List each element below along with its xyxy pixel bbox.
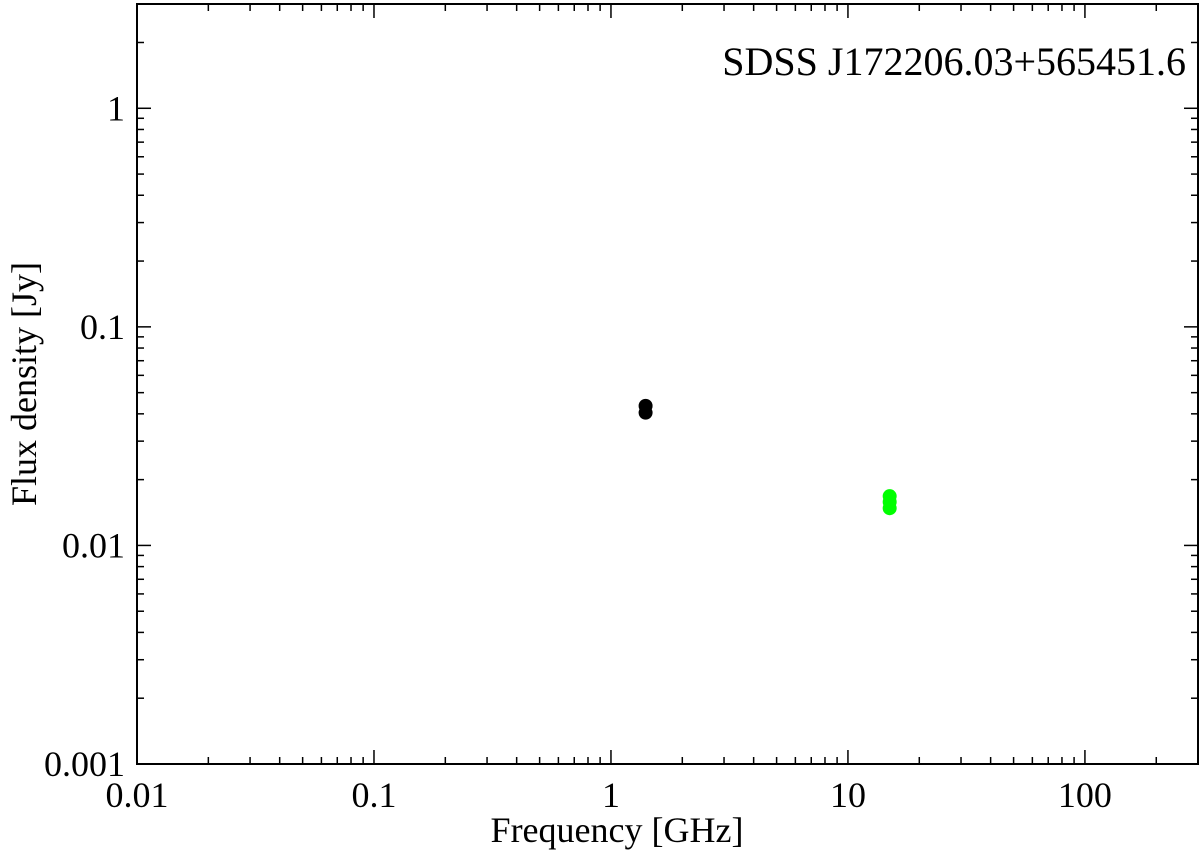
- x-tick-label: 0.01: [106, 775, 169, 815]
- y-tick-label: 0.01: [62, 525, 125, 565]
- x-tick-label: 10: [830, 775, 866, 815]
- data-points: [638, 398, 897, 516]
- x-tick-label: 100: [1058, 775, 1112, 815]
- y-tick-label: 0.001: [44, 744, 125, 784]
- data-point: [882, 501, 897, 516]
- data-point: [638, 405, 653, 420]
- y-tick-label: 1: [107, 88, 125, 128]
- x-tick-label: 0.1: [351, 775, 396, 815]
- axis-ticks: [136, 3, 1199, 765]
- chart-title: SDSS J172206.03+565451.6: [722, 39, 1186, 84]
- x-axis-label: Frequency [GHz]: [491, 810, 744, 850]
- y-axis-label: Flux density [Jy]: [4, 262, 44, 506]
- plot-frame: [136, 3, 1199, 765]
- y-tick-label: 0.1: [80, 307, 125, 347]
- x-tick-label: 1: [602, 775, 620, 815]
